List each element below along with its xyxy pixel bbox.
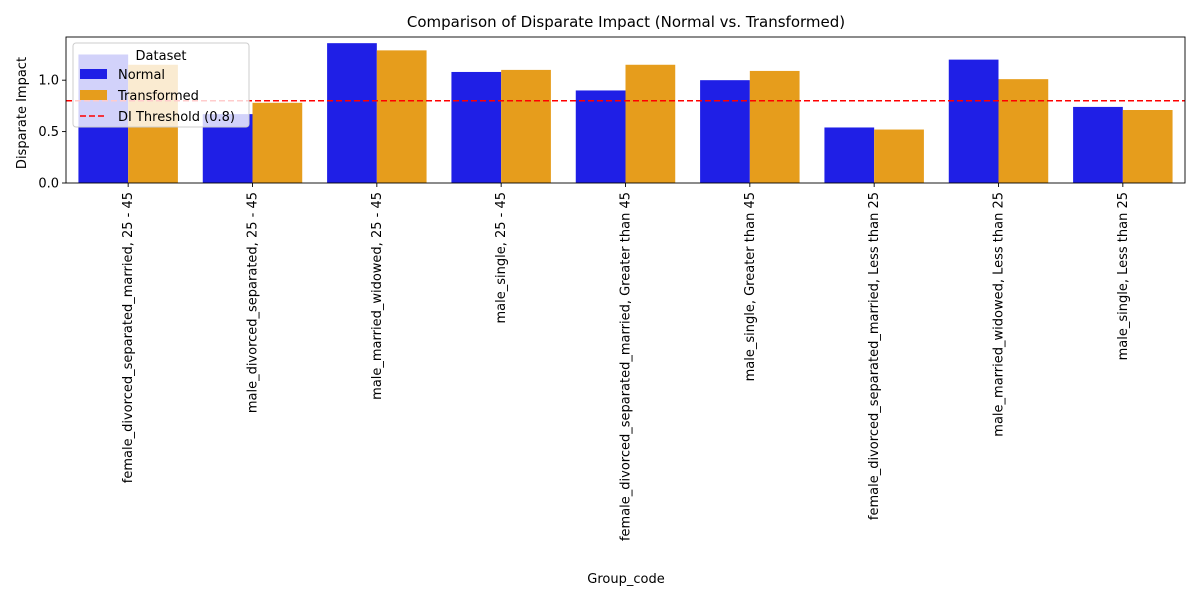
x-tick-label-8: male_married_widowed, Less than 25 [992, 192, 1007, 437]
bar-normal-5 [575, 90, 626, 183]
bar-normal-3 [327, 43, 377, 183]
x-tick-label-7: female_divorced_separated_married, Less … [867, 192, 882, 520]
x-tick-label-6: male_single, Greater than 45 [743, 192, 758, 381]
bar-transformed-2 [252, 102, 303, 183]
x-tick-label-9: male_single, Less than 25 [1116, 192, 1131, 360]
legend-label-threshold: DI Threshold (0.8) [118, 110, 235, 125]
chart-title: Comparison of Disparate Impact (Normal v… [407, 13, 845, 31]
x-tick-label-3: male_married_widowed, 25 - 45 [370, 192, 385, 400]
x-tick-label-4: male_single, 25 - 45 [494, 192, 509, 324]
x-axis-label: Group_code [587, 572, 664, 587]
bar-transformed-9 [1122, 110, 1173, 183]
bar-transformed-7 [874, 129, 924, 183]
bar-transformed-5 [625, 64, 676, 183]
bar-normal-8 [948, 59, 999, 184]
x-tick-label-2: male_divorced_separated, 25 - 45 [246, 192, 261, 413]
y-tick-label-1: 0.0 [38, 177, 59, 192]
bar-normal-9 [1073, 106, 1123, 183]
y-axis-label: Disparate Impact [15, 57, 30, 169]
bar-normal-7 [824, 127, 875, 183]
legend-swatch-normal [80, 69, 107, 79]
legend-label-transformed: Transformed [117, 89, 199, 104]
x-tick-label-1: female_divorced_separated_married, 25 - … [121, 192, 136, 483]
bar-normal-4 [451, 71, 502, 183]
x-tick-label-5: female_divorced_separated_married, Great… [619, 192, 634, 541]
legend-swatch-transformed [80, 90, 107, 100]
legend-title: Dataset [136, 49, 187, 64]
bar-transformed-6 [749, 70, 800, 183]
bar-transformed-3 [376, 50, 427, 184]
y-tick-label-3: 1.0 [38, 74, 59, 89]
bar-transformed-8 [998, 79, 1049, 183]
y-tick-label-2: 0.5 [38, 125, 59, 140]
bar-normal-6 [700, 80, 750, 183]
bar-transformed-4 [501, 69, 551, 183]
legend-box [72, 42, 250, 128]
legend-label-normal: Normal [118, 68, 165, 83]
legend: Dataset Normal Transformed DI Threshold (0.… [72, 42, 250, 128]
